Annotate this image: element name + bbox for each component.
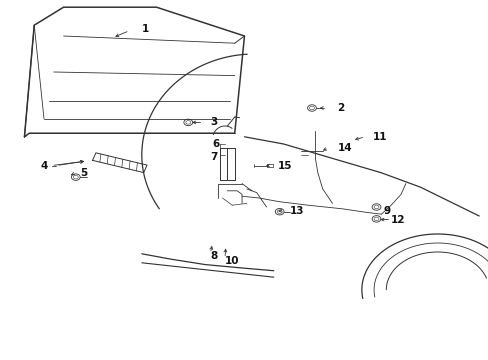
Text: 11: 11 [372,132,386,142]
Text: 8: 8 [210,251,217,261]
Text: 15: 15 [277,161,292,171]
Text: 1: 1 [142,24,149,34]
Text: 2: 2 [337,103,344,113]
Text: 10: 10 [224,256,239,266]
Text: 12: 12 [390,215,405,225]
Text: 5: 5 [81,168,88,178]
Text: 9: 9 [383,206,390,216]
Text: 3: 3 [210,117,217,127]
Text: 13: 13 [289,206,304,216]
Text: 6: 6 [212,139,220,149]
Text: 14: 14 [337,143,351,153]
Text: 7: 7 [210,152,217,162]
Text: 4: 4 [40,161,47,171]
